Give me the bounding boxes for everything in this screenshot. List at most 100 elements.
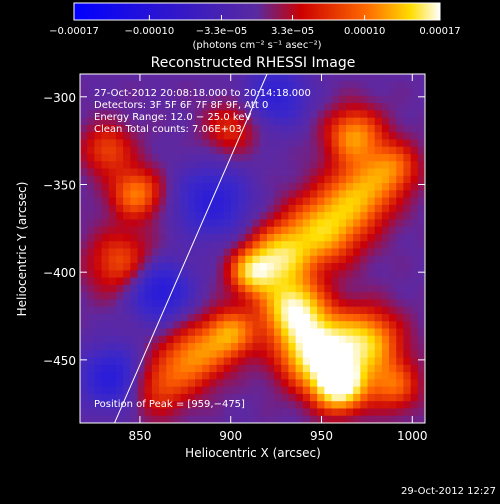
- heatmap-cell: [166, 263, 175, 271]
- heatmap-cell: [159, 263, 167, 271]
- heatmap-cell: [87, 306, 95, 315]
- heatmap-cell: [130, 124, 139, 133]
- heatmap-cell: [80, 175, 88, 184]
- heatmap-cell: [94, 132, 103, 141]
- heatmap-cells: [80, 74, 425, 423]
- heatmap-cell: [245, 183, 254, 191]
- heatmap-cell: [130, 263, 139, 271]
- heatmap-cell: [324, 408, 333, 417]
- heatmap-cell: [274, 284, 282, 293]
- heatmap-cell: [281, 110, 290, 119]
- chart-title: Reconstructed RHESSI Image: [151, 55, 356, 71]
- heatmap-cell: [94, 117, 103, 126]
- heatmap-cell: [374, 74, 383, 82]
- heatmap-cell: [108, 81, 117, 90]
- heatmap-cell: [80, 124, 88, 133]
- heatmap-cell: [115, 103, 124, 111]
- heatmap-cell: [209, 255, 218, 264]
- heatmap-cell: [252, 263, 261, 271]
- heatmap-cell: [281, 379, 290, 388]
- heatmap-cell: [195, 292, 203, 300]
- heatmap-cell: [216, 103, 225, 111]
- heatmap-cell: [374, 292, 383, 300]
- heatmap-cell: [159, 401, 167, 410]
- heatmap-cell: [266, 379, 275, 388]
- heatmap-cell: [374, 343, 383, 351]
- heatmap-cell: [374, 103, 383, 111]
- heatmap-cell: [101, 386, 110, 395]
- heatmap-cell: [274, 175, 282, 184]
- heatmap-cell: [238, 313, 246, 322]
- heatmap-cell: [252, 306, 261, 315]
- heatmap-cell: [259, 132, 268, 141]
- heatmap-cell: [266, 212, 275, 221]
- heatmap-cell: [259, 299, 268, 308]
- heatmap-cell: [166, 153, 175, 162]
- heatmap-cell: [202, 284, 210, 293]
- heatmap-cell: [381, 204, 390, 213]
- heatmap-cell: [353, 277, 361, 286]
- heatmap-cell: [381, 233, 390, 242]
- heatmap-cell: [360, 103, 369, 111]
- heatmap-cell: [310, 335, 318, 344]
- heatmap-cell: [87, 190, 95, 199]
- heatmap-cell: [410, 313, 419, 322]
- heatmap-cell: [173, 350, 182, 359]
- heatmap-cell: [345, 168, 354, 177]
- heatmap-cell: [187, 226, 196, 235]
- heatmap-cell: [403, 386, 412, 395]
- heatmap-cell: [173, 263, 182, 271]
- heatmap-cell: [108, 313, 117, 322]
- heatmap-cell: [302, 117, 311, 126]
- heatmap-cell: [123, 357, 131, 366]
- heatmap-cell: [94, 103, 103, 111]
- heatmap-cell: [94, 401, 103, 410]
- heatmap-cell: [353, 248, 361, 257]
- heatmap-cell: [295, 350, 304, 359]
- heatmap-cell: [144, 408, 153, 417]
- heatmap-cell: [302, 277, 311, 286]
- heatmap-cell: [281, 386, 290, 395]
- heatmap-cell: [353, 161, 361, 170]
- heatmap-cell: [223, 103, 232, 111]
- heatmap-cell: [338, 81, 347, 90]
- heatmap-cell: [410, 183, 419, 191]
- heatmap-cell: [324, 117, 333, 126]
- heatmap-cell: [367, 132, 376, 141]
- heatmap-cell: [187, 292, 196, 300]
- heatmap-cell: [166, 241, 175, 250]
- heatmap-cell: [288, 364, 297, 373]
- heatmap-cell: [367, 343, 376, 351]
- heatmap-cell: [137, 255, 146, 264]
- heatmap-cell: [417, 204, 425, 213]
- heatmap-cell: [151, 183, 160, 191]
- heatmap-cell: [130, 306, 139, 315]
- heatmap-cell: [396, 335, 405, 344]
- heatmap-cell: [230, 212, 239, 221]
- heatmap-cell: [381, 401, 390, 410]
- heatmap-cell: [87, 197, 95, 206]
- heatmap-cell: [403, 124, 412, 133]
- heatmap-cell: [137, 212, 146, 221]
- heatmap-cell: [324, 175, 333, 184]
- heatmap-cell: [159, 153, 167, 162]
- heatmap-cell: [216, 81, 225, 90]
- heatmap-cell: [360, 292, 369, 300]
- heatmap-cell: [389, 255, 397, 264]
- heatmap-cell: [195, 219, 203, 228]
- heatmap-cell: [173, 379, 182, 388]
- heatmap-cell: [374, 277, 383, 286]
- heatmap-cell: [137, 299, 146, 308]
- heatmap-cell: [252, 408, 261, 417]
- heatmap-cell: [381, 263, 390, 271]
- heatmap-cell: [159, 233, 167, 242]
- heatmap-cell: [274, 146, 282, 155]
- heatmap-cell: [381, 284, 390, 293]
- heatmap-cell: [209, 270, 218, 279]
- heatmap-cell: [331, 183, 340, 191]
- heatmap-cell: [238, 197, 246, 206]
- heatmap-cell: [159, 88, 167, 97]
- heatmap-cell: [252, 168, 261, 177]
- heatmap-cell: [266, 408, 275, 417]
- heatmap-cell: [324, 270, 333, 279]
